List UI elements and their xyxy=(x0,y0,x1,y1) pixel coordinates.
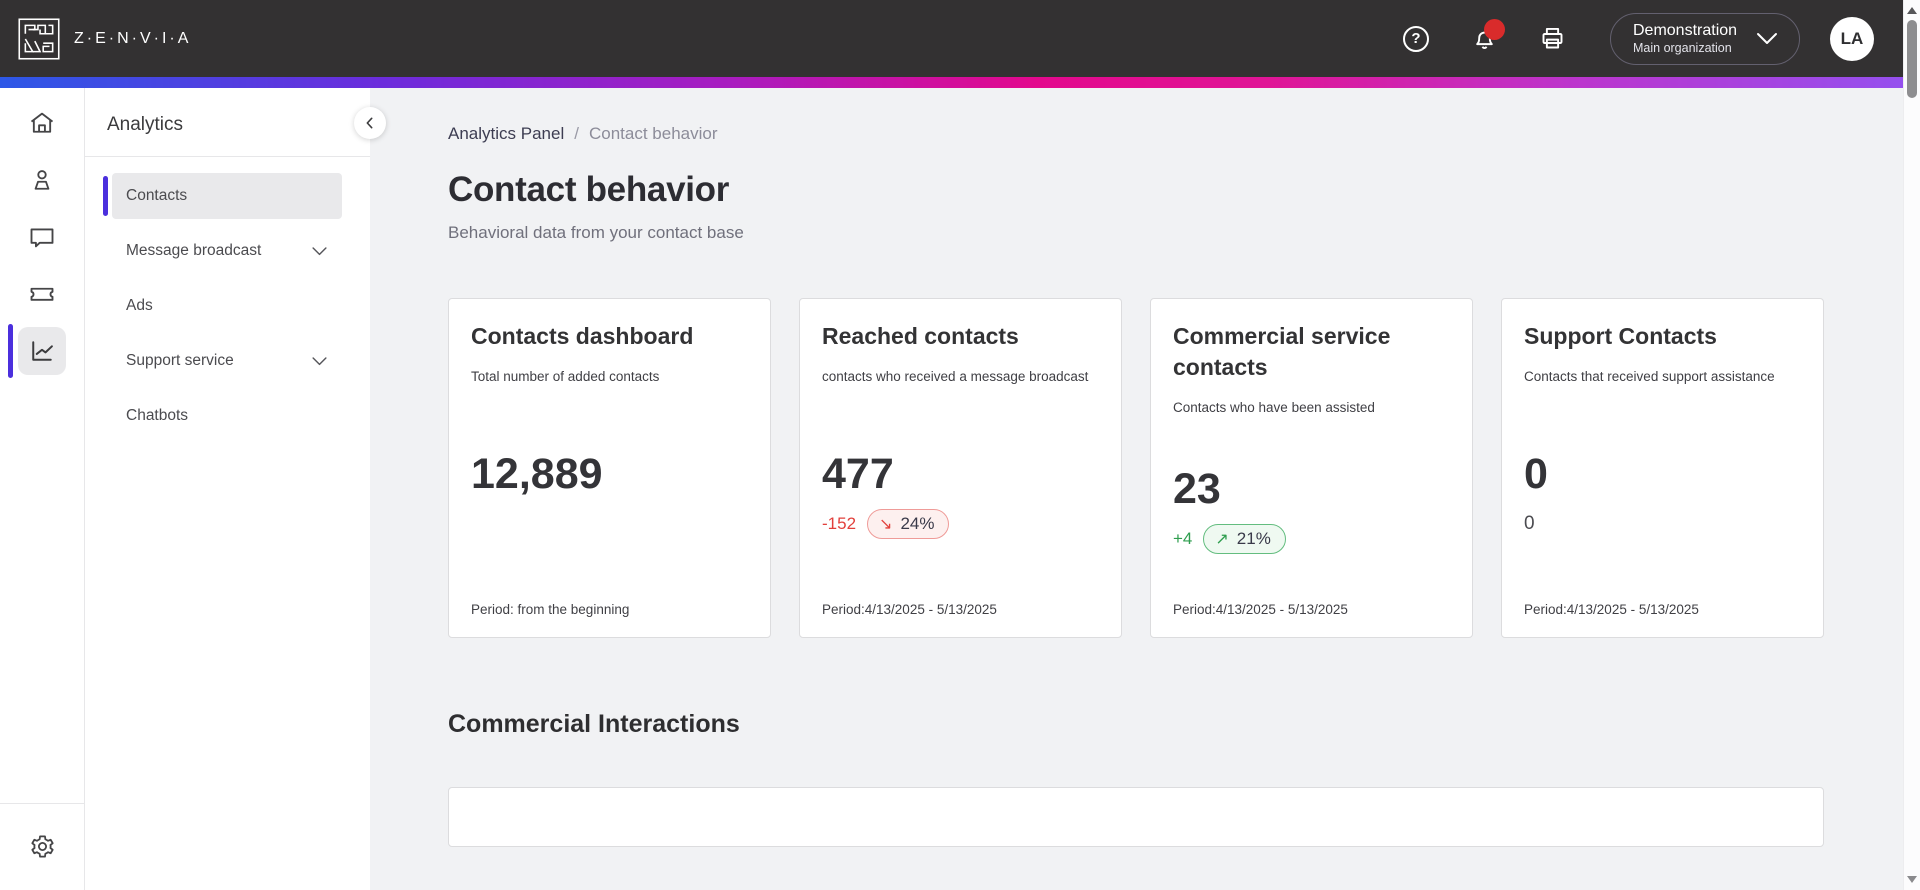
gear-icon xyxy=(30,834,54,858)
card-title: Commercial service contacts xyxy=(1173,323,1391,381)
card-value: 0 xyxy=(1524,449,1548,498)
analytics-sidebar: Analytics Contacts Message broadcast Ads… xyxy=(85,88,386,890)
sidebar-item-ads[interactable]: Ads xyxy=(112,283,342,329)
trend-down-icon: ↘ xyxy=(879,515,893,533)
card-commercial-service-contacts: Commercial service contacts Contacts who… xyxy=(1150,298,1473,638)
ticket-icon xyxy=(30,287,54,301)
card-delta-row: 0 xyxy=(1524,508,1801,540)
sidebar-item-label: Message broadcast xyxy=(126,242,262,259)
brand-gradient-bar xyxy=(0,77,1920,88)
card-delta-row: +4 ↗ 21% xyxy=(1173,523,1450,555)
sidebar-item-label: Ads xyxy=(126,297,153,314)
help-button[interactable]: ? xyxy=(1402,25,1430,53)
sidebar-item-chatbots[interactable]: Chatbots xyxy=(112,393,342,439)
help-icon: ? xyxy=(1403,25,1429,52)
rail-bottom-section xyxy=(0,803,84,890)
section-heading-commercial-interactions: Commercial Interactions xyxy=(448,710,740,738)
notifications-button[interactable] xyxy=(1470,18,1505,53)
main-content: Analytics Panel / Contact behavior Conta… xyxy=(370,88,1920,890)
delta-value: +4 xyxy=(1173,529,1193,549)
card-support-contacts: Support Contacts Contacts that received … xyxy=(1501,298,1824,638)
sidebar-item-label: Chatbots xyxy=(126,407,189,424)
rail-item-settings[interactable] xyxy=(18,822,66,870)
print-button[interactable] xyxy=(1538,25,1566,53)
card-value: 12,889 xyxy=(471,449,603,498)
card-title: Support Contacts xyxy=(1524,323,1717,349)
brand-text: Z·E·N·V·I·A xyxy=(74,29,192,47)
printer-icon xyxy=(1542,27,1562,49)
scrollbar-down-arrow[interactable] xyxy=(1907,876,1917,883)
trend-percentage: 21% xyxy=(1236,529,1271,549)
card-period: Period: from the beginning xyxy=(471,601,630,617)
sidebar-title: Analytics xyxy=(107,114,184,135)
scrollbar-up-arrow[interactable] xyxy=(1907,7,1917,14)
organization-subtitle: Main organization xyxy=(1633,40,1732,55)
card-description: Contacts who have been assisted xyxy=(1173,400,1375,416)
card-description: Contacts that received support assistanc… xyxy=(1524,369,1775,385)
user-avatar[interactable]: LA xyxy=(1830,16,1874,61)
breadcrumb: Analytics Panel / Contact behavior xyxy=(448,124,1920,144)
notification-badge xyxy=(1484,18,1505,40)
rail-item-messages[interactable] xyxy=(18,213,66,261)
bell-icon xyxy=(1475,31,1493,49)
delta-value: 0 xyxy=(1524,512,1535,534)
card-title: Contacts dashboard xyxy=(471,323,694,349)
zenvia-logo[interactable]: Z·E·N·V·I·A xyxy=(18,17,192,60)
organization-switcher[interactable]: Demonstration Main organization xyxy=(1610,12,1800,65)
card-period: Period:4/13/2025 - 5/13/2025 xyxy=(822,601,997,617)
delta-value: -152 xyxy=(822,513,857,533)
breadcrumb-current: Contact behavior xyxy=(588,124,718,143)
card-value: 477 xyxy=(822,449,894,498)
trend-percentage: 24% xyxy=(900,513,935,533)
card-period: Period:4/13/2025 - 5/13/2025 xyxy=(1524,601,1699,617)
topbar: Z·E·N·V·I·A ? Demonstration xyxy=(0,0,1920,77)
card-delta-row xyxy=(471,508,748,540)
card-delta-row: -152 ↘ 24% xyxy=(822,508,1099,540)
breadcrumb-separator: / xyxy=(574,124,579,143)
card-description: contacts who received a message broadcas… xyxy=(822,369,1089,385)
trend-up-icon: ↗ xyxy=(1215,531,1229,549)
card-value: 23 xyxy=(1173,465,1221,514)
card-title: Reached contacts xyxy=(822,323,1019,349)
rail-item-contacts[interactable] xyxy=(18,156,66,204)
page-subtitle: Behavioral data from your contact base xyxy=(448,223,744,242)
sidebar-collapse-button[interactable] xyxy=(354,107,386,139)
scrollbar-thumb[interactable] xyxy=(1907,20,1917,98)
sidebar-item-label: Contacts xyxy=(126,187,188,204)
page-scrollbar[interactable] xyxy=(1903,0,1920,890)
trend-badge: ↘ 24% xyxy=(867,508,950,539)
page-title: Contact behavior xyxy=(448,170,730,209)
rail-item-analytics[interactable] xyxy=(8,324,66,378)
card-contacts-dashboard: Contacts dashboard Total number of added… xyxy=(448,298,771,638)
kpi-cards-row: Contacts dashboard Total number of added… xyxy=(448,298,1920,638)
sidebar-item-support-service[interactable]: Support service xyxy=(112,338,342,384)
rail-item-home[interactable] xyxy=(18,99,66,147)
chevron-down-icon xyxy=(1757,32,1778,44)
zenvia-logo-icon xyxy=(18,17,60,60)
sidebar-menu: Contacts Message broadcast Ads Support s… xyxy=(85,157,370,439)
home-icon xyxy=(30,112,54,133)
card-description: Total number of added contacts xyxy=(471,369,660,385)
commercial-interactions-card-partial xyxy=(448,787,1824,847)
chevron-down-icon xyxy=(311,356,328,367)
chevron-down-icon xyxy=(311,246,328,257)
chevron-left-icon xyxy=(366,117,373,129)
rail-item-tickets[interactable] xyxy=(18,270,66,318)
sidebar-header: Analytics xyxy=(85,88,370,157)
card-period: Period:4/13/2025 - 5/13/2025 xyxy=(1173,602,1348,617)
sidebar-item-contacts[interactable]: Contacts xyxy=(103,173,342,219)
sidebar-item-label: Support service xyxy=(126,352,234,369)
breadcrumb-analytics-panel[interactable]: Analytics Panel xyxy=(448,124,565,143)
organization-name: Demonstration xyxy=(1633,21,1738,39)
card-reached-contacts: Reached contacts contacts who received a… xyxy=(799,298,1122,638)
icon-rail xyxy=(0,88,85,890)
trend-badge: ↗ 21% xyxy=(1203,524,1286,555)
analytics-chart-icon xyxy=(32,341,53,361)
chat-icon xyxy=(30,228,54,248)
contacts-icon xyxy=(34,170,50,190)
sidebar-item-message-broadcast[interactable]: Message broadcast xyxy=(112,228,342,274)
